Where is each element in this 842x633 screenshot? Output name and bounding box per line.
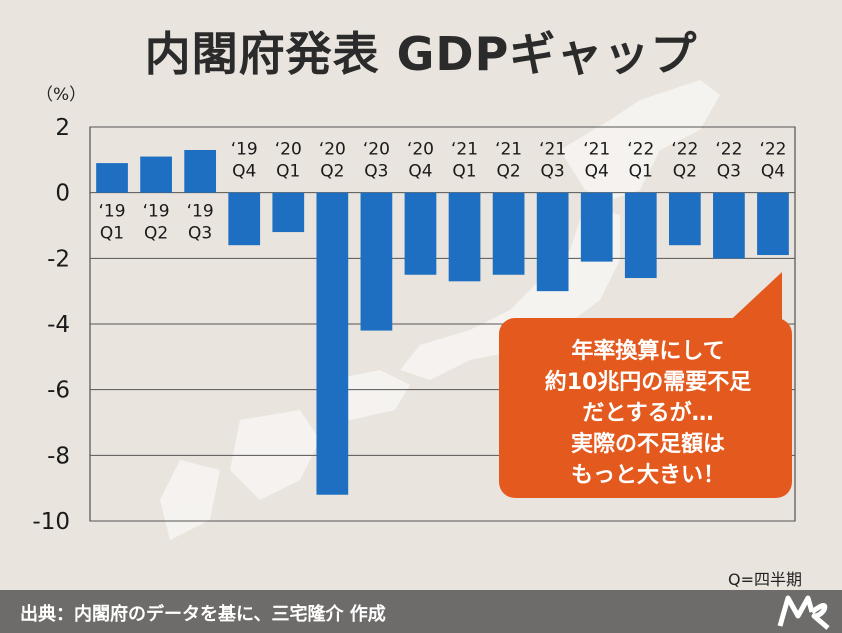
callout-line-1: 年率換算にして: [571, 339, 725, 364]
bar: [404, 192, 437, 275]
category-label: Q1: [452, 162, 476, 182]
category-label: Q2: [496, 162, 520, 182]
category-label: Q4: [585, 162, 609, 182]
callout-line-2: 約10兆円の需要不足: [544, 370, 752, 395]
category-label: ‘20: [275, 140, 302, 160]
bar: [316, 192, 349, 495]
category-label: ‘20: [363, 140, 390, 160]
category-label: Q2: [673, 162, 697, 182]
category-label: Q4: [232, 162, 256, 182]
category-label: ‘19: [187, 202, 214, 222]
y-tick-label: -2: [47, 246, 70, 272]
source-text: 出典：内閣府のデータを基に、三宅隆介 作成: [20, 604, 386, 625]
bar: [448, 192, 481, 282]
bar: [140, 156, 172, 193]
category-label: ‘21: [583, 140, 610, 160]
callout-line-5: もっと大きい！: [570, 463, 725, 488]
bar: [184, 149, 217, 193]
bar: [272, 192, 305, 233]
category-label: ‘21: [495, 140, 522, 160]
y-axis-unit: （%）: [36, 85, 87, 105]
category-label: ‘21: [539, 140, 566, 160]
category-labels: ‘19Q1‘19Q2‘19Q3‘19Q4‘20Q1‘20Q2‘20Q3‘20Q4…: [99, 140, 787, 244]
category-label: Q2: [144, 224, 168, 244]
category-label: Q4: [408, 162, 432, 182]
callout-line-4: 実際の不足額は: [570, 432, 725, 457]
bar: [492, 192, 525, 275]
callout-tail: [720, 272, 782, 330]
category-label: Q4: [761, 162, 785, 182]
bar: [228, 192, 261, 246]
category-label: ‘21: [451, 140, 478, 160]
bar: [624, 192, 657, 279]
callout-text: 年率換算にして 約10兆円の需要不足 だとするが… 実際の不足額は もっと大きい…: [513, 336, 783, 491]
category-label: Q3: [717, 162, 741, 182]
bar-chart: 20-2-4-6-8-10 ‘19Q1‘19Q2‘19Q3‘19Q4‘20Q1‘…: [32, 80, 796, 540]
category-label: ‘19: [99, 202, 126, 222]
category-label: ‘22: [759, 140, 786, 160]
category-label: ‘22: [671, 140, 698, 160]
period-note: Q=四半期: [728, 570, 803, 589]
bars-group: [96, 149, 789, 495]
chart-title: 内閣府発表 GDPギャップ: [144, 27, 698, 81]
japan-map-silhouette: [160, 80, 720, 540]
category-label: ‘19: [231, 140, 258, 160]
category-label: Q1: [629, 162, 653, 182]
category-label: ‘19: [143, 202, 170, 222]
y-tick-label: 2: [55, 115, 70, 141]
category-label: ‘20: [407, 140, 434, 160]
category-label: Q2: [320, 162, 344, 182]
category-label: ‘22: [715, 140, 742, 160]
y-tick-label: -8: [47, 443, 70, 469]
y-tick-label: 0: [55, 181, 70, 207]
footer-bar: 出典：内閣府のデータを基に、三宅隆介 作成: [0, 590, 842, 633]
bar: [713, 192, 745, 259]
y-tick-label: -10: [32, 509, 70, 535]
callout-box: 年率換算にして 約10兆円の需要不足 だとするが… 実際の不足額は もっと大きい…: [499, 318, 792, 498]
category-label: Q1: [100, 224, 124, 244]
bar: [580, 192, 613, 262]
category-label: ‘20: [319, 140, 346, 160]
bar: [536, 192, 569, 292]
y-tick-labels: 2 0 -2 -4 -6 -8 -10: [32, 115, 70, 535]
mr-logo-icon: M R: [777, 595, 830, 630]
bar: [757, 192, 789, 256]
category-label: Q3: [188, 224, 212, 244]
callout-line-3: だとするが…: [582, 401, 714, 426]
y-tick-label: -4: [47, 312, 70, 338]
category-label: Q3: [364, 162, 388, 182]
category-label: Q3: [541, 162, 565, 182]
y-tick-label: -6: [47, 378, 70, 404]
bar: [668, 192, 701, 246]
bar: [360, 192, 393, 331]
category-label: ‘22: [627, 140, 654, 160]
category-label: Q1: [276, 162, 300, 182]
bar: [96, 163, 128, 193]
